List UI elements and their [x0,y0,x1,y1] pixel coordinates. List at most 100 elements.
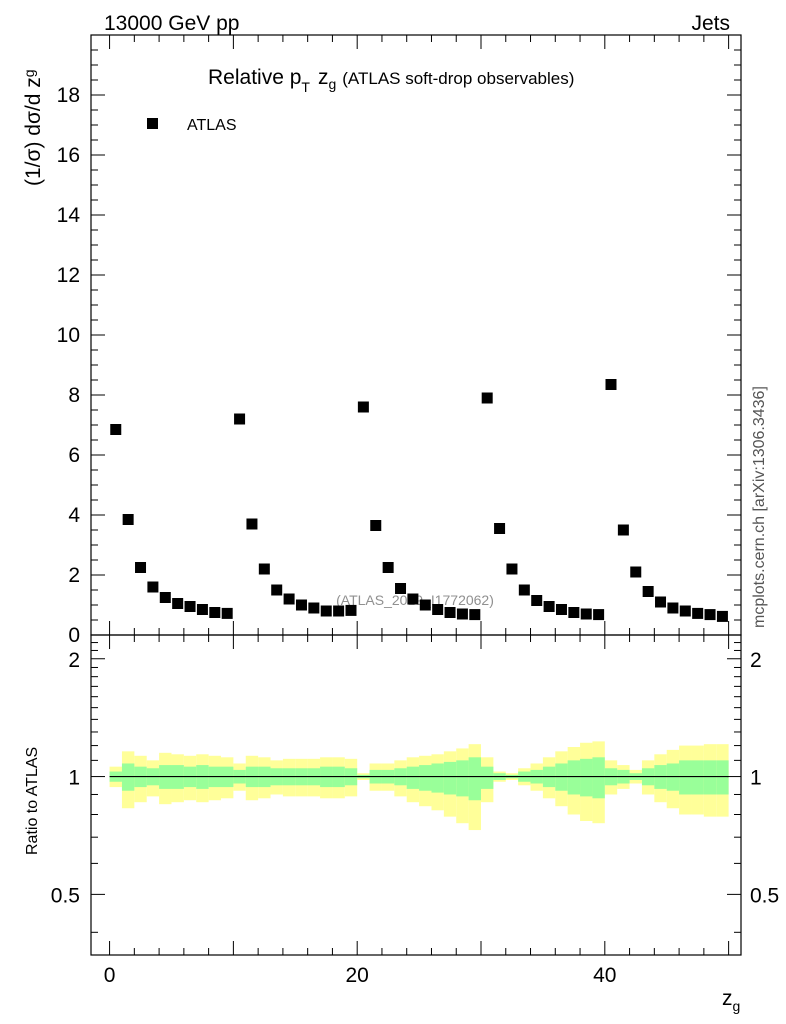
ratio-frame [90,634,742,956]
ratio-band-bin [431,763,444,793]
data-point [605,379,617,390]
data-point [630,566,642,578]
x-tick-label: 40 [593,964,616,987]
ratio-band-bin [567,760,581,795]
data-point [679,605,691,617]
data-point [258,563,270,575]
ratio-band-bin [580,758,593,797]
legend-marker [147,118,158,129]
xlabel: zg [722,987,740,1014]
xlabel-main: z [722,987,733,1010]
data-point [456,608,468,620]
title-z: z [318,66,329,89]
ratio-tick-label-left: 0.5 [51,884,80,907]
data-point [159,592,171,603]
ratio-band-bin [716,760,729,795]
data-point [432,604,444,615]
ratio-tick-label-right: 2 [750,649,762,672]
data-point [531,595,543,606]
ylabel-sub: g [21,69,37,77]
data-point [555,604,567,615]
data-point [617,524,629,536]
data-point [172,598,184,609]
data-point [345,604,357,616]
y-tick-label: 0 [68,624,80,647]
ylabel-main: (1/σ) dσ/d z [22,77,45,186]
data-point [692,607,704,619]
data-point [135,562,147,573]
y-tick-label: 6 [68,444,80,467]
data-point [444,607,456,618]
header-left-label: 13000 GeV pp [104,12,239,35]
plot-title: Relative pT zg (ATLAS soft-drop observable… [208,66,574,95]
data-point [271,584,283,596]
legend-label: ATLAS [187,117,237,134]
data-point [395,583,407,594]
title-main: Relative p [208,66,301,89]
data-point [407,593,419,605]
data-point [308,602,320,614]
y-tick-label: 4 [68,504,80,527]
data-point [518,584,530,596]
data-point [320,605,332,617]
data-point [357,401,369,413]
data-points [110,379,728,622]
main-ylabel: (1/σ) dσ/d zg [21,69,45,186]
y-tick-label: 2 [68,564,80,587]
data-point [704,609,716,621]
ratio-band-bin [481,766,494,789]
data-point [543,601,555,612]
data-point [716,610,728,622]
y-tick-label: 10 [57,324,80,347]
data-point [655,596,667,608]
xlabel-sub: g [733,998,741,1014]
data-point [667,602,679,614]
ratio-band-bin [592,757,605,799]
y-tick-label: 18 [57,84,80,107]
data-point [209,607,221,618]
data-point [110,424,122,435]
data-point [333,605,345,617]
data-point [469,609,481,621]
data-point [196,604,208,615]
data-point [221,607,233,619]
ratio-ylabel: Ratio to ATLAS [24,747,41,855]
data-point [147,581,159,593]
data-point [568,607,580,618]
title-rest: (ATLAS soft-drop observables) [342,69,574,88]
data-point [184,601,196,612]
ratio-band-bin [691,760,704,795]
title-g: g [328,76,336,92]
data-point [382,562,394,573]
ratio-band-bin [679,760,692,795]
data-point [580,608,592,620]
x-tick-label: 20 [346,964,369,987]
data-point [506,563,518,575]
y-tick-label: 12 [57,264,80,287]
ratio-band-bin [456,760,469,797]
ratio-tick-label-right: 1 [750,767,762,790]
data-point [122,514,134,525]
ratio-band-bin [468,757,481,801]
ratio-band-bin [406,766,420,789]
data-point [642,586,654,597]
data-point [593,609,605,621]
y-tick-label: 8 [68,384,80,407]
header-right-label: Jets [691,12,730,35]
ratio-band-bin [443,761,457,795]
data-point [246,518,258,530]
title-sub: T [301,79,310,95]
data-point [481,392,493,404]
data-point [370,520,382,531]
data-point [234,413,246,425]
side-credit: mcplots.cern.ch [arXiv:1306.3436] [751,386,768,628]
ratio-tick-label-right: 0.5 [750,884,779,907]
data-point [283,593,295,605]
y-tick-label: 14 [57,204,81,227]
ratio-band-bin [703,760,717,795]
x-tick-label: 0 [104,964,116,987]
data-point [494,523,506,534]
y-tick-label: 16 [57,144,80,167]
